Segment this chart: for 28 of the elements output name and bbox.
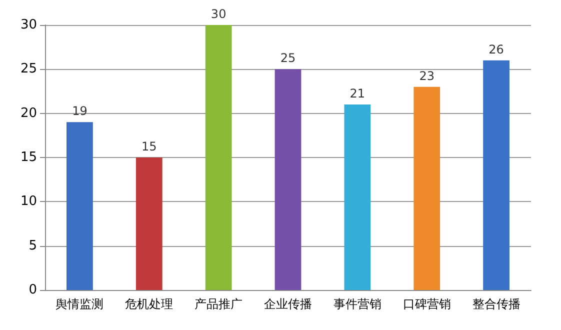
y-tick-label: 5 bbox=[28, 238, 37, 254]
y-tick-label: 10 bbox=[20, 194, 37, 210]
data-label: 30 bbox=[210, 7, 226, 21]
data-label: 25 bbox=[280, 51, 296, 66]
x-tick-label: 危机处理 bbox=[125, 297, 174, 311]
bar bbox=[344, 104, 371, 290]
bar bbox=[136, 158, 162, 290]
y-tick-label: 15 bbox=[20, 150, 37, 165]
y-tick-label: 30 bbox=[20, 18, 37, 32]
bar bbox=[414, 86, 440, 290]
x-tick-label: 舆情监测 bbox=[56, 297, 104, 311]
y-tick-label: 20 bbox=[20, 106, 37, 121]
x-tick-label: 事件营销 bbox=[333, 297, 382, 311]
y-tick-label: 0 bbox=[28, 282, 37, 298]
x-tick-label: 企业传播 bbox=[264, 297, 312, 311]
data-label: 21 bbox=[350, 86, 366, 100]
bar bbox=[66, 122, 93, 290]
data-label: 23 bbox=[419, 68, 434, 83]
data-label: 19 bbox=[72, 104, 88, 118]
x-tick-label: 整合传播 bbox=[472, 297, 520, 311]
data-label: 15 bbox=[142, 140, 157, 154]
bar bbox=[205, 25, 232, 290]
x-tick-label: 口碑营销 bbox=[402, 297, 451, 311]
x-tick-label: 产品推广 bbox=[194, 297, 243, 311]
bar bbox=[274, 69, 302, 290]
data-label: 26 bbox=[488, 42, 504, 56]
bar bbox=[483, 60, 510, 290]
y-tick-label: 25 bbox=[20, 62, 37, 77]
